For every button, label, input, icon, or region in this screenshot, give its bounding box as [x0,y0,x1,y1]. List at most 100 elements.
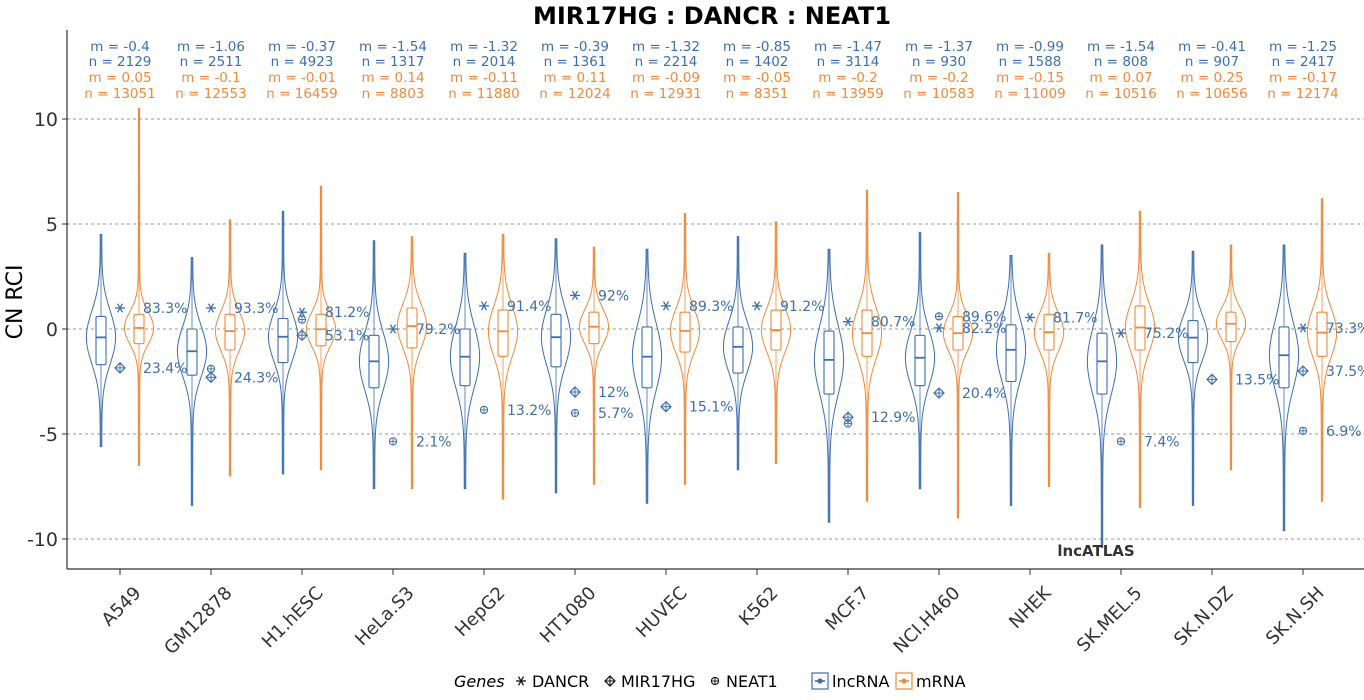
stat-mrna-median: m = 0.11 [543,70,606,86]
legend-key-dot [817,678,823,684]
neat1-marker [1116,437,1126,446]
stat-lncrna-count: n = 2417 [1272,54,1335,70]
y-tick-label: -5 [39,424,58,446]
y-tick-label: -10 [27,529,58,551]
y-tick-label: 0 [46,319,58,341]
mir17hg-pct-label: 37.5% [1326,364,1364,380]
mrna-violin-3-violin [396,236,428,490]
stat-mrna-median: m = -0.17 [1269,70,1337,86]
mrna-violin-5-box [588,311,600,345]
dancr-pct-label: 89.3% [689,299,733,315]
y-axis-ticks: -10 -5 0 5 10 [27,109,67,551]
mrna-violin-12-box [1225,311,1237,343]
dancr-pct-label: 80.7% [871,315,915,331]
lncrna-violin-12 [1177,250,1209,506]
lncrna-violin-12-box [1187,320,1199,364]
lncrna-violin-13-violin [1268,244,1300,532]
mir17hg-marker [569,386,581,398]
stat-mrna-median: m = -0.2 [909,70,968,86]
neat1-marker [710,676,720,686]
stat-mrna-count: n = 11009 [994,86,1065,102]
stat-mrna-median: m = -0.05 [723,70,791,86]
mrna-violin-11-violin [1124,210,1156,508]
x-tick-label: NCI.H460 [890,583,965,658]
mir17hg-marker [205,371,217,384]
mir17hg-pct-label: 15.1% [689,400,733,416]
mrna-violin-6 [669,213,701,485]
lncrna-violin-10-violin [995,255,1027,506]
stat-lncrna-count: n = 1317 [362,54,425,70]
neat1-marker [297,315,307,324]
lncrna-violin-2 [267,210,299,475]
dancr-pct-label: 81.7% [1053,310,1097,326]
mrna-violin-3-box [406,307,418,349]
y-axis-label: CN RCI [3,265,28,340]
mir17hg-marker [933,387,945,399]
legend-gene-label: MIR17HG [621,672,695,691]
lncrna-violin-7-box [732,326,744,374]
stat-lncrna-count: n = 1588 [999,54,1062,70]
mir17hg-marker [1297,365,1309,377]
stat-lncrna-count: n = 3114 [817,54,880,70]
stat-mrna-count: n = 12553 [175,86,246,102]
legend-type-label: lncRNA [832,672,889,691]
legend: Genes DANCR MIR17HG NEAT1 lncRNA mRNA [454,672,966,691]
lncrna-violin-6 [631,248,663,504]
mrna-violin-1 [214,219,246,477]
stat-mrna-count: n = 8803 [362,86,425,102]
stat-lncrna-median: m = -1.32 [632,39,700,55]
mrna-violin-0 [123,108,155,466]
mrna-violin-0-box [133,313,145,345]
stat-lncrna-median: m = -1.54 [359,39,427,55]
dancr-marker [571,290,579,301]
lncrna-violin-7-violin [722,236,754,471]
mrna-violin-7 [760,221,792,464]
y-tick-label: 5 [46,214,58,236]
dancr-pct-label: 73.3% [1326,321,1364,337]
mir17hg-marker [604,675,616,687]
mrna-violin-1-box [224,313,236,351]
legend-gene-label: DANCR [532,672,589,691]
legend-title: Genes [454,672,505,691]
dancr-pct-label: 93.3% [234,301,278,317]
dancr-pct-label: 75.2% [1144,326,1188,342]
lncrna-violin-5 [540,238,572,494]
stat-mrna-count: n = 12174 [1267,86,1338,102]
lncrna-violin-2-violin [267,210,299,475]
dancr-pct-label: 83.3% [143,301,187,317]
stat-lncrna-median: m = -1.25 [1269,39,1337,55]
mrna-violin-5-violin [578,246,610,485]
x-tick-label: SK.N.DZ [1170,583,1237,650]
legend-key-dot [901,678,907,684]
neat1-pct-label: 2.1% [416,434,452,450]
legend-gene-label: NEAT1 [726,672,778,691]
dancr-marker [844,316,852,327]
stat-lncrna-median: m = -0.41 [1178,39,1246,55]
stat-lncrna-count: n = 1361 [544,54,607,70]
mir17hg-marker [114,362,126,374]
mrna-violin-8 [851,189,883,502]
mir17hg-pct-label: 24.3% [234,370,278,386]
lncrna-violin-8-box [823,330,835,395]
lncrna-violin-9-violin [904,231,936,490]
stat-lncrna-median: m = -1.54 [1087,39,1155,55]
stat-lncrna-median: m = -1.37 [905,39,973,55]
stat-lncrna-count: n = 2129 [89,54,152,70]
mir17hg-pct-label: 53.1% [325,328,369,344]
dancr-pct-label: 82.2% [962,321,1006,337]
mrna-violin-13-violin [1306,198,1338,502]
mir17hg-pct-label: 12.9% [871,410,915,426]
mrna-violin-10 [1033,252,1065,487]
mrna-violin-4-box [497,309,509,357]
mir17hg-marker [296,329,308,342]
mrna-violin-13 [1306,198,1338,502]
dancr-marker [207,303,215,313]
lncrna-violin-11-violin [1086,244,1118,548]
x-tick-label: HUVEC [632,583,691,642]
stat-lncrna-median: m = -0.4 [90,39,149,55]
x-tick-label: HeLa.S3 [351,583,418,650]
lncrna-violin-3-violin [358,240,390,490]
x-tick-label: A549 [98,583,146,631]
stat-mrna-count: n = 10516 [1085,86,1156,102]
